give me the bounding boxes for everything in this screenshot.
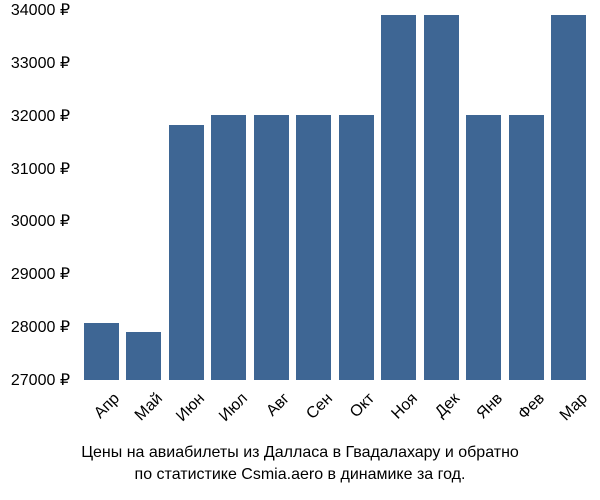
bar (381, 15, 416, 380)
bar (84, 323, 119, 380)
y-tick-label: 31000 ₽ (11, 159, 70, 179)
bar (296, 115, 331, 380)
bar (339, 115, 374, 380)
x-tick-label: Апр (83, 390, 124, 431)
y-tick-label: 34000 ₽ (11, 0, 70, 20)
x-tick-label: Янв (465, 390, 506, 431)
y-tick-label: 29000 ₽ (11, 264, 70, 284)
caption-line-1: Цены на авиабилеты из Далласа в Гвадалах… (81, 444, 519, 461)
x-tick-label: Сен (295, 390, 336, 431)
caption-line-2: по статистике Csmia.aero в динамике за г… (135, 466, 466, 483)
bar (466, 115, 501, 380)
y-tick-label: 28000 ₽ (11, 317, 70, 337)
bar (211, 115, 246, 380)
bar (509, 115, 544, 380)
y-tick-label: 32000 ₽ (11, 106, 70, 126)
bar (254, 115, 289, 380)
x-tick-label: Май (125, 390, 166, 431)
y-tick-label: 30000 ₽ (11, 211, 70, 231)
bar (551, 15, 586, 380)
x-tick-label: Авг (253, 390, 294, 431)
plot-area (80, 10, 590, 380)
x-axis-labels: АпрМайИюнИюлАвгСенОктНояДекЯнвФевМар (80, 385, 590, 445)
chart-container: 27000 ₽28000 ₽29000 ₽30000 ₽31000 ₽32000… (80, 10, 590, 380)
x-tick-label: Ноя (380, 390, 421, 431)
bars-group (80, 10, 590, 380)
bar (169, 125, 204, 380)
bar (126, 332, 161, 380)
chart-caption: Цены на авиабилеты из Далласа в Гвадалах… (0, 442, 600, 487)
x-tick-label: Окт (338, 390, 379, 431)
y-tick-label: 27000 ₽ (11, 370, 70, 390)
y-tick-label: 33000 ₽ (11, 53, 70, 73)
x-tick-label: Мар (550, 390, 591, 431)
bar (424, 15, 459, 380)
x-tick-label: Июл (210, 390, 251, 431)
x-tick-label: Июн (168, 390, 209, 431)
y-axis-labels: 27000 ₽28000 ₽29000 ₽30000 ₽31000 ₽32000… (0, 10, 75, 380)
x-tick-label: Фев (508, 390, 549, 431)
x-tick-label: Дек (423, 390, 464, 431)
